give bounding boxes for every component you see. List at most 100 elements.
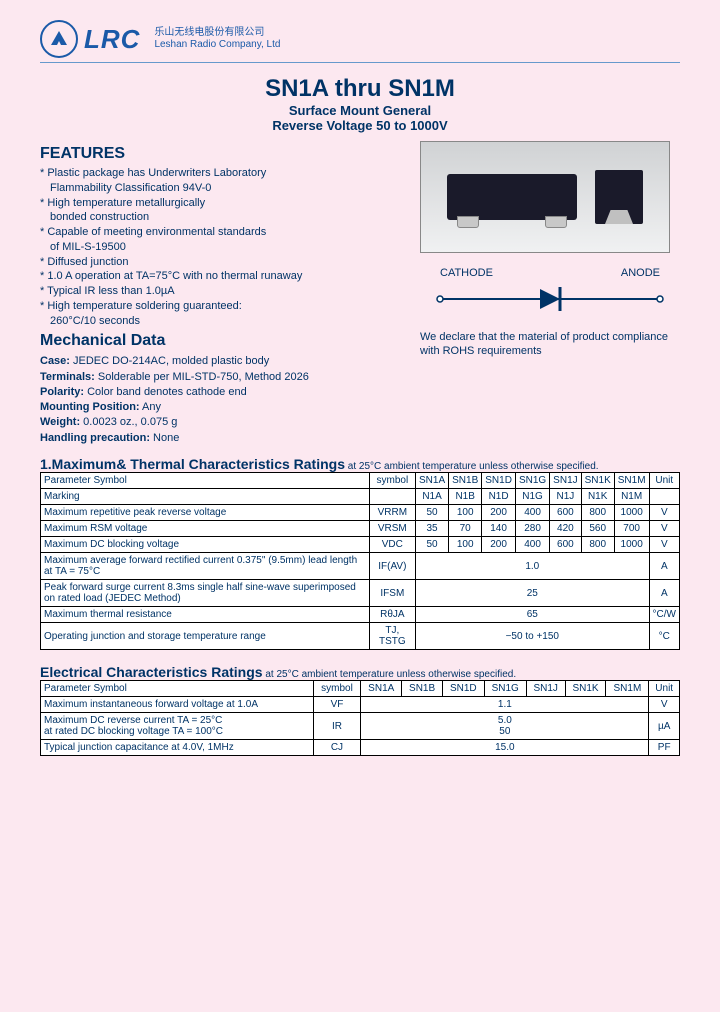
feature-item: High temperature metallurgically xyxy=(40,197,400,211)
symbol-cell: VRRM xyxy=(369,505,415,521)
unit-cell: V xyxy=(649,505,679,521)
value-cell: 420 xyxy=(550,521,581,537)
feature-item: Typical IR less than 1.0µA xyxy=(40,285,400,299)
table-header-cell: Parameter Symbol xyxy=(41,473,370,489)
table-header-cell: SN1M xyxy=(606,681,649,697)
feature-item: bonded construction xyxy=(40,211,400,225)
table-header-cell: symbol xyxy=(369,473,415,489)
table-row: Maximum DC blocking voltageVDC5010020040… xyxy=(41,537,680,553)
table-row: Maximum RSM voltageVRSM35701402804205607… xyxy=(41,521,680,537)
value-cell: N1K xyxy=(581,489,614,505)
table-row: Operating junction and storage temperatu… xyxy=(41,623,680,650)
rohs-line-1: We declare that the material of product … xyxy=(420,330,680,344)
value-cell: 800 xyxy=(581,537,614,553)
feature-item: of MIL-S-19500 xyxy=(40,241,400,255)
param-cell: Maximum average forward rectified curren… xyxy=(41,553,370,580)
value-cell: 50 xyxy=(416,537,449,553)
feature-item: 260°C/10 seconds xyxy=(40,315,400,329)
unit-cell: V xyxy=(649,697,680,713)
table-header-cell: SN1J xyxy=(526,681,565,697)
value-cell: N1A xyxy=(416,489,449,505)
value-cell: 800 xyxy=(581,505,614,521)
table1-note: at 25°C ambient temperature unless other… xyxy=(345,461,599,472)
table-header-cell: SN1D xyxy=(443,681,485,697)
table-row: Maximum DC reverse current TA = 25°Cat r… xyxy=(41,713,680,740)
param-cell: Maximum repetitive peak reverse voltage xyxy=(41,505,370,521)
param-cell: Maximum thermal resistance xyxy=(41,607,370,623)
table2-title-text: Electrical Characteristics Ratings xyxy=(40,664,263,680)
product-title: SN1A thru SN1M xyxy=(40,75,680,103)
diode-symbol-icon xyxy=(430,281,670,317)
value-span-cell: 5.050 xyxy=(361,713,649,740)
table-header-cell: Unit xyxy=(649,681,680,697)
unit-cell: °C xyxy=(649,623,679,650)
cathode-label: CATHODE xyxy=(440,267,493,279)
table-header-cell: Parameter Symbol xyxy=(41,681,314,697)
table-header-cell: SN1M xyxy=(614,473,649,489)
company-name: 乐山无线电股份有限公司 Leshan Radio Company, Ltd xyxy=(154,27,280,51)
thermal-characteristics-table: Parameter SymbolsymbolSN1ASN1BSN1DSN1GSN… xyxy=(40,472,680,650)
feature-item: Flammability Classification 94V-0 xyxy=(40,182,400,196)
company-header: LRC 乐山无线电股份有限公司 Leshan Radio Company, Lt… xyxy=(40,20,680,63)
param-cell: Maximum DC reverse current TA = 25°Cat r… xyxy=(41,713,314,740)
value-span-cell: 1.0 xyxy=(416,553,650,580)
value-cell: 600 xyxy=(550,537,581,553)
symbol-cell: IR xyxy=(313,713,361,740)
value-cell: 400 xyxy=(515,537,549,553)
value-cell: 70 xyxy=(449,521,482,537)
param-cell: Maximum RSM voltage xyxy=(41,521,370,537)
value-cell: 600 xyxy=(550,505,581,521)
table1-title-text: 1.Maximum& Thermal Characteristics Ratin… xyxy=(40,456,345,472)
table-header-cell: SN1G xyxy=(515,473,549,489)
value-span-cell: −50 to +150 xyxy=(416,623,650,650)
value-cell: 35 xyxy=(416,521,449,537)
mechanical-row: Handling precaution: None xyxy=(40,431,400,445)
table-header-cell: SN1J xyxy=(550,473,581,489)
features-list: Plastic package has Underwriters Laborat… xyxy=(40,167,400,328)
company-name-cn: 乐山无线电股份有限公司 xyxy=(154,27,280,39)
value-cell: 1000 xyxy=(614,505,649,521)
anode-label: ANODE xyxy=(621,267,660,279)
value-cell: N1G xyxy=(515,489,549,505)
param-cell: Operating junction and storage temperatu… xyxy=(41,623,370,650)
mechanical-data: Case: JEDEC DO-214AC, molded plastic bod… xyxy=(40,354,400,445)
company-name-en: Leshan Radio Company, Ltd xyxy=(154,39,280,51)
symbol-cell: CJ xyxy=(313,740,361,756)
unit-cell: °C/W xyxy=(649,607,679,623)
table-header-cell: symbol xyxy=(313,681,361,697)
param-cell: Maximum instantaneous forward voltage at… xyxy=(41,697,314,713)
symbol-cell xyxy=(369,489,415,505)
table-row: Maximum repetitive peak reverse voltageV… xyxy=(41,505,680,521)
table-header-cell: Unit xyxy=(649,473,679,489)
table-header-cell: SN1G xyxy=(484,681,526,697)
table2-note: at 25°C ambient temperature unless other… xyxy=(263,669,517,680)
table-header-cell: SN1D xyxy=(482,473,516,489)
value-span-cell: 1.1 xyxy=(361,697,649,713)
value-cell: 560 xyxy=(581,521,614,537)
value-cell: N1D xyxy=(482,489,516,505)
electrical-characteristics-table: Parameter SymbolsymbolSN1ASN1BSN1DSN1GSN… xyxy=(40,680,680,756)
unit-cell: A xyxy=(649,580,679,607)
table-row: Maximum thermal resistanceRθJA65°C/W xyxy=(41,607,680,623)
unit-cell: PF xyxy=(649,740,680,756)
value-cell: 280 xyxy=(515,521,549,537)
mechanical-row: Weight: 0.0023 oz., 0.075 g xyxy=(40,415,400,429)
table-row: Typical junction capacitance at 4.0V, 1M… xyxy=(41,740,680,756)
value-cell: 200 xyxy=(482,505,516,521)
logo-text: LRC xyxy=(84,24,140,55)
param-cell: Typical junction capacitance at 4.0V, 1M… xyxy=(41,740,314,756)
mechanical-heading: Mechanical Data xyxy=(40,332,400,350)
symbol-cell: RθJA xyxy=(369,607,415,623)
unit-cell: V xyxy=(649,521,679,537)
features-heading: FEATURES xyxy=(40,145,400,163)
symbol-cell: IF(AV) xyxy=(369,553,415,580)
package-photo xyxy=(420,141,670,253)
title-block: SN1A thru SN1M Surface Mount General Rev… xyxy=(40,75,680,133)
unit-cell: V xyxy=(649,537,679,553)
product-subtitle-1: Surface Mount General xyxy=(40,103,680,118)
unit-cell: A xyxy=(649,553,679,580)
value-cell: N1B xyxy=(449,489,482,505)
unit-cell xyxy=(649,489,679,505)
value-cell: 1000 xyxy=(614,537,649,553)
rohs-declaration: We declare that the material of product … xyxy=(420,330,680,359)
